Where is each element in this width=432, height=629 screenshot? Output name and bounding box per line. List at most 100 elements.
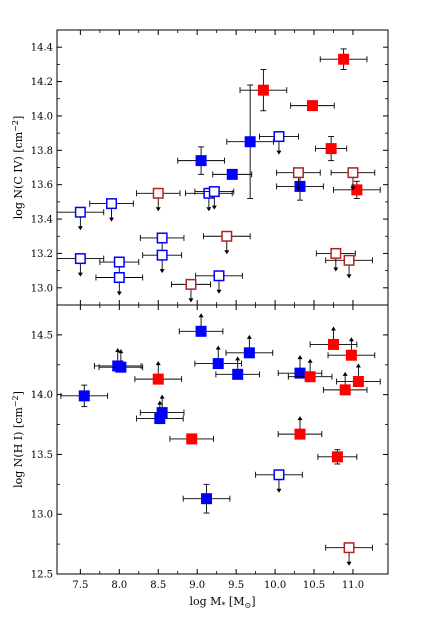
lower-limit-arrowhead	[235, 356, 241, 361]
filled-square-marker	[294, 180, 306, 192]
data-point	[139, 394, 185, 419]
data-point	[194, 186, 235, 210]
panel-bottom-h-i: 12.5 13.0 13.5 14.0 14.5 7.5 8.0 8.5 9.0 9.5 10.0 1…	[11, 304, 389, 610]
filled-square-marker	[351, 184, 363, 196]
data-point	[99, 256, 140, 281]
filled-square-marker	[325, 143, 337, 155]
data-point	[215, 356, 260, 380]
open-square-marker	[273, 469, 285, 481]
data-point	[277, 416, 323, 440]
y-axis-label: log N(H I) [cm−2]	[11, 391, 25, 488]
filled-square-marker	[304, 371, 316, 383]
x-tick-label: 11.0	[342, 580, 364, 591]
data-point	[322, 371, 368, 396]
x-label-subscript-sun: ⊙	[245, 601, 252, 610]
data-point	[142, 249, 183, 274]
filled-square-marker	[352, 376, 364, 388]
x-tick-label: 10.0	[264, 580, 286, 591]
open-square-marker	[156, 249, 168, 261]
y-label-text-end: ]	[12, 391, 25, 395]
filled-square-marker	[338, 53, 350, 65]
lower-limit-arrowhead	[297, 355, 303, 360]
lower-limit-arrowhead	[355, 363, 361, 368]
y-tick-label: 13.5	[31, 450, 53, 461]
upper-limit-arrowhead	[188, 298, 194, 303]
upper-limit-arrowhead	[224, 250, 230, 255]
data-point	[333, 180, 381, 199]
y-tick-label: 14.5	[31, 330, 53, 341]
data-point	[56, 206, 105, 231]
data-point	[95, 272, 144, 296]
lower-limit-arrowhead	[348, 337, 354, 342]
filled-square-marker	[195, 155, 207, 167]
filled-square-marker	[186, 433, 198, 445]
plot-frame	[56, 304, 389, 575]
upper-limit-arrowhead	[109, 217, 115, 222]
data-point	[330, 167, 376, 191]
open-square-marker	[113, 272, 125, 283]
filled-square-marker	[306, 100, 318, 112]
data-point	[226, 84, 274, 199]
upper-limit-arrowhead	[346, 561, 352, 566]
x-label-subscript: *	[221, 601, 225, 610]
open-square-marker	[292, 167, 304, 179]
filled-square-marker	[294, 428, 306, 440]
open-square-marker	[343, 254, 355, 266]
filled-square-marker	[243, 347, 255, 359]
upper-limit-arrowhead	[333, 267, 339, 272]
x-tick-label: 10.5	[303, 580, 325, 591]
data-point	[194, 345, 243, 370]
lower-limit-arrowhead	[155, 361, 161, 366]
x-axis-label: log M* [M⊙]	[189, 595, 255, 610]
x-tick-label: 7.5	[72, 580, 88, 591]
upper-limit-arrowhead	[159, 269, 165, 274]
lower-limit-arrowhead	[297, 416, 303, 421]
y-tick-label: 14.0	[31, 111, 53, 122]
upper-limit-arrowhead	[216, 289, 222, 294]
filled-square-marker	[195, 325, 207, 337]
lower-limit-arrowhead	[215, 345, 221, 350]
upper-limit-arrowhead	[276, 150, 282, 155]
filled-square-marker	[201, 493, 213, 505]
lower-limit-arrowhead	[246, 334, 252, 339]
open-square-marker	[273, 131, 285, 143]
filled-square-marker	[345, 349, 357, 361]
y-tick-label: 12.5	[31, 570, 53, 581]
x-label-text-end: ]	[251, 595, 255, 608]
y-label-text: log N(H I) [cm	[12, 407, 25, 488]
data-point	[325, 254, 373, 279]
y-tick-label: 14.0	[31, 390, 53, 401]
open-square-marker	[106, 198, 118, 210]
lower-limit-arrowhead	[159, 394, 165, 399]
open-square-marker	[74, 206, 86, 218]
filled-square-marker	[331, 451, 343, 463]
data-point	[134, 361, 183, 385]
filled-square-marker	[244, 136, 256, 148]
open-square-marker	[330, 247, 342, 259]
upper-limit-arrowhead	[77, 272, 83, 277]
upper-limit-arrowhead	[206, 207, 212, 212]
data-point	[309, 326, 358, 350]
data-point	[98, 349, 144, 373]
filled-square-marker	[294, 367, 306, 379]
data-point	[169, 433, 214, 445]
y-axis-label: log N(C IV) [cm−2]	[11, 116, 25, 220]
x-tick-label: 9.5	[228, 580, 244, 591]
data-point	[139, 232, 185, 256]
upper-limit-arrowhead	[276, 488, 282, 493]
data-point	[178, 313, 224, 337]
filled-square-marker	[327, 338, 339, 350]
y-tick-label: 13.0	[31, 283, 53, 294]
y-tick-label: 14.4	[31, 43, 53, 54]
filled-square-marker	[226, 168, 238, 180]
open-square-marker	[221, 230, 233, 242]
data-point	[276, 167, 321, 191]
x-tick-label: 8.5	[150, 580, 166, 591]
open-square-marker	[343, 542, 355, 554]
lower-limit-arrowhead	[307, 358, 313, 363]
data-point	[177, 146, 225, 175]
data-point	[317, 449, 358, 465]
data-point	[319, 48, 368, 70]
